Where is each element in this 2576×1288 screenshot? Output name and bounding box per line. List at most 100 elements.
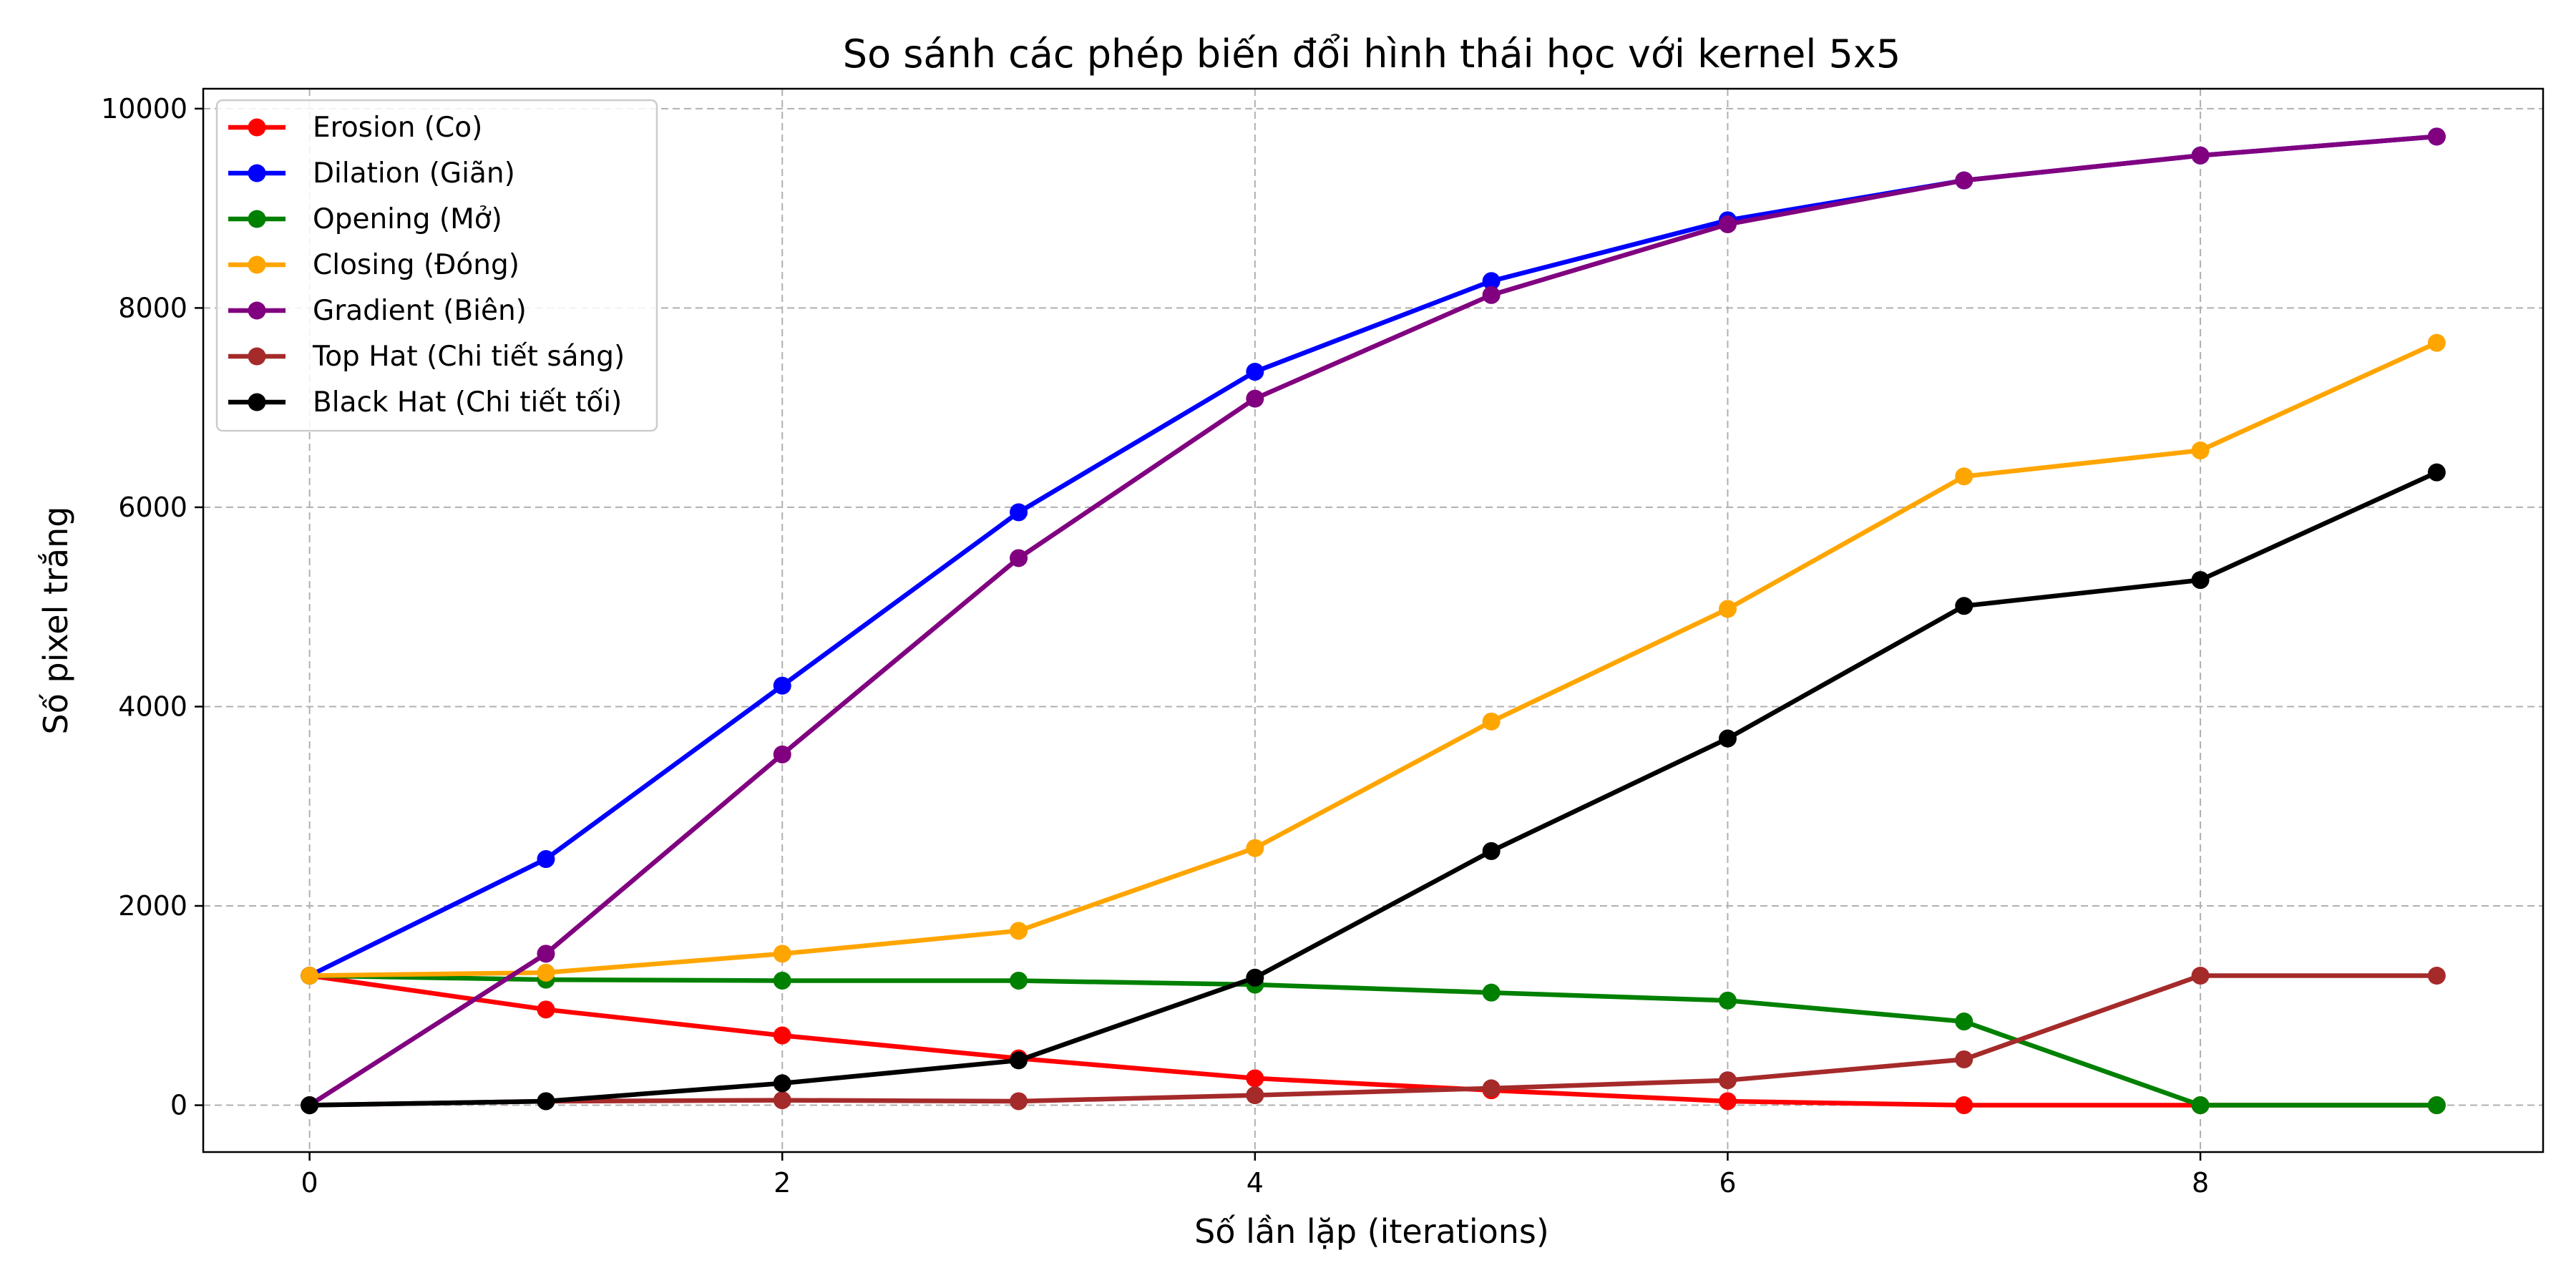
- data-point: [1246, 1086, 1264, 1105]
- data-point: [1955, 1013, 1974, 1031]
- data-point: [1482, 712, 1501, 731]
- data-point: [1482, 983, 1501, 1002]
- y-axis: 0 2000 4000 6000 8000 10000: [101, 93, 203, 1121]
- legend-item: Top Hat (Chi tiết sáng): [228, 341, 625, 373]
- legend-item: Gradient (Biên): [228, 295, 527, 327]
- data-point: [1482, 286, 1501, 304]
- data-point: [1246, 968, 1264, 987]
- data-point: [537, 1092, 555, 1111]
- legend-swatch-marker: [248, 164, 266, 182]
- y-tick-label: 8000: [118, 292, 187, 323]
- legend-label: Top Hat (Chi tiết sáng): [312, 341, 625, 373]
- legend-swatch-marker: [248, 301, 266, 320]
- data-point: [2427, 463, 2446, 482]
- data-point: [1246, 389, 1264, 408]
- data-point: [773, 1074, 791, 1093]
- series-line: [309, 973, 2437, 1108]
- data-point: [2427, 1096, 2446, 1115]
- y-tick-label: 10000: [101, 93, 187, 125]
- data-point: [301, 1096, 319, 1115]
- data-point: [2191, 571, 2210, 590]
- legend-label: Gradient (Biên): [313, 295, 527, 327]
- series-line: [309, 470, 2438, 1108]
- legend-label: Closing (Đóng): [313, 249, 519, 281]
- x-tick-label: 4: [1246, 1167, 1264, 1199]
- data-point: [1718, 215, 1737, 233]
- legend-label: Dilation (Giãn): [313, 157, 515, 190]
- legend-item: Black Hat (Chi tiết tối): [228, 386, 622, 419]
- data-point: [1955, 597, 1974, 615]
- legend-swatch-marker: [248, 210, 266, 228]
- legend-label: Erosion (Co): [313, 112, 482, 144]
- y-axis-label: Số pixel trắng: [36, 507, 75, 735]
- data-point: [1955, 1096, 1974, 1115]
- x-tick-label: 6: [1719, 1167, 1736, 1199]
- data-point: [2191, 441, 2210, 460]
- data-point: [1955, 467, 1974, 486]
- data-point: [1010, 503, 1028, 522]
- data-point: [1246, 1069, 1264, 1088]
- data-point: [1955, 1050, 1974, 1068]
- chart-title: So sánh các phép biến đổi hình thái học …: [843, 31, 1901, 77]
- legend-label: Black Hat (Chi tiết tối): [313, 386, 622, 419]
- legend-item: Closing (Đóng): [228, 249, 519, 281]
- legend-swatch-marker: [248, 118, 266, 137]
- data-point: [773, 1026, 791, 1045]
- data-point: [1482, 272, 1501, 291]
- data-point: [537, 945, 555, 963]
- legend-item: Erosion (Co): [228, 112, 482, 144]
- x-axis-label: Số lần lặp (iterations): [1194, 1212, 1549, 1251]
- series-black-6: [301, 463, 2446, 1115]
- y-tick-label: 6000: [118, 492, 187, 523]
- data-point: [1482, 841, 1501, 860]
- data-point: [2191, 1096, 2210, 1115]
- data-point: [773, 676, 791, 695]
- data-point: [1718, 600, 1737, 618]
- series-layer: [301, 127, 2446, 1115]
- x-tick-label: 8: [2192, 1167, 2209, 1199]
- data-point: [773, 1091, 791, 1110]
- data-point: [1010, 971, 1028, 990]
- data-point: [1955, 171, 1974, 190]
- data-point: [773, 945, 791, 963]
- legend-item: Opening (Mở): [228, 203, 502, 235]
- data-point: [1718, 1092, 1737, 1111]
- data-point: [1010, 1051, 1028, 1070]
- y-tick-label: 4000: [118, 691, 187, 722]
- data-point: [1718, 991, 1737, 1010]
- data-point: [2191, 146, 2210, 165]
- data-point: [1246, 839, 1264, 857]
- y-tick-label: 0: [170, 1090, 187, 1121]
- legend: Erosion (Co) Dilation (Giãn) Opening (Mở) C…: [215, 99, 658, 432]
- data-point: [2427, 333, 2446, 352]
- legend-swatch-marker: [248, 255, 266, 274]
- legend-swatch-marker: [248, 393, 266, 411]
- series-line: [308, 134, 2437, 1108]
- series-line: [309, 973, 2437, 1108]
- legend-item: Dilation (Giãn): [228, 157, 515, 190]
- data-point: [2191, 966, 2210, 985]
- data-point: [1718, 1071, 1737, 1090]
- x-tick-label: 2: [774, 1167, 791, 1199]
- legend-frame: [215, 99, 658, 432]
- data-point: [1246, 363, 1264, 381]
- x-tick-label: 0: [301, 1167, 318, 1199]
- series-closing-3: [301, 333, 2446, 985]
- series-line: [309, 341, 2438, 978]
- y-tick-label: 2000: [118, 890, 187, 922]
- legend-swatch-marker: [248, 347, 266, 366]
- data-point: [1010, 1092, 1028, 1111]
- data-point: [537, 850, 555, 869]
- data-point: [537, 1000, 555, 1019]
- plot-frame: [202, 87, 2545, 1153]
- data-point: [1010, 922, 1028, 940]
- data-point: [1718, 729, 1737, 748]
- data-point: [1482, 1079, 1501, 1098]
- data-point: [537, 963, 555, 982]
- data-point: [773, 971, 791, 990]
- data-point: [301, 966, 319, 985]
- legend-label: Opening (Mở): [313, 203, 502, 235]
- data-point: [1010, 549, 1028, 567]
- data-point: [2427, 127, 2446, 146]
